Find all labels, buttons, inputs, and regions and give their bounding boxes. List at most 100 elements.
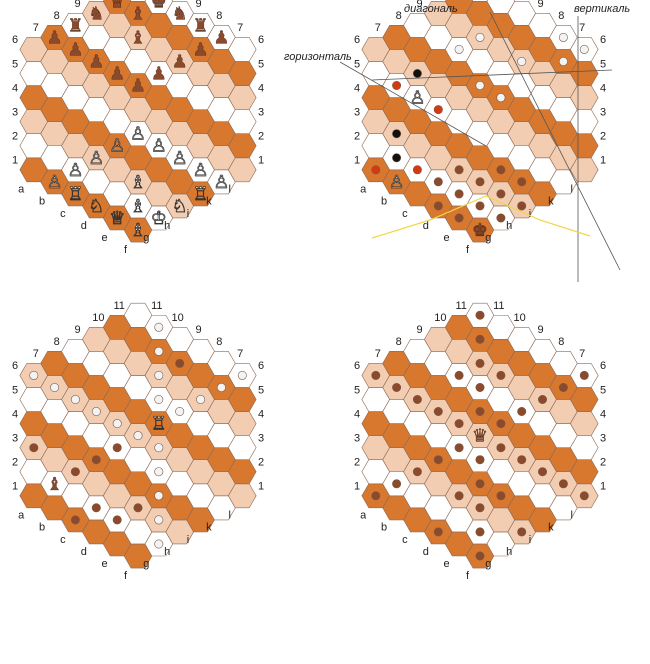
white-piece-i1: ♖ — [193, 184, 209, 205]
rank-label-right-1: 1 — [600, 155, 606, 167]
file-label-f: f — [466, 570, 470, 582]
file-label-h: h — [506, 546, 512, 558]
move-dot-c1 — [70, 515, 80, 525]
move-dot-c6 — [412, 69, 422, 79]
move-dot-g4 — [154, 467, 164, 477]
rank-label-right-9: 9 — [195, 324, 201, 336]
file-label-i: i — [529, 534, 531, 546]
rank-label-right-3: 3 — [600, 432, 606, 444]
move-dot-k6 — [216, 382, 226, 392]
move-dot-e8 — [454, 370, 464, 380]
move-dot-a6 — [371, 370, 381, 380]
white-piece-g1: ♔ — [151, 208, 167, 229]
white-piece-k1: ♙ — [213, 172, 229, 193]
black-piece-f7: ♟ — [130, 76, 146, 97]
horizontal-pointer — [339, 61, 487, 147]
black-piece-f1: ♚ — [472, 220, 488, 241]
rank-label-left-1: 1 — [354, 155, 360, 167]
move-dot-h1 — [517, 527, 527, 537]
move-dot-d5 — [433, 105, 443, 115]
white-piece-i2: ♙ — [193, 160, 209, 181]
move-dot-f10 — [475, 334, 485, 344]
move-dot-a1 — [371, 165, 381, 175]
white-piece-h3: ♙ — [172, 148, 188, 169]
rank-label-left-5: 5 — [354, 58, 360, 70]
rank-label-right-3: 3 — [258, 432, 264, 444]
file-label-d: d — [81, 546, 87, 558]
move-dot-b6 — [392, 382, 402, 392]
file-label-k: k — [206, 522, 212, 534]
rank-label-left-4: 4 — [12, 408, 18, 420]
rank-label-right-2: 2 — [258, 457, 264, 469]
white-piece-f5: ♙ — [130, 124, 146, 145]
move-dot-h6 — [517, 406, 527, 416]
horizontal-line — [371, 69, 613, 81]
move-dot-f4 — [475, 479, 485, 489]
move-dot-i3 — [537, 467, 547, 477]
rank-label-left-10: 10 — [92, 312, 104, 324]
file-label-e: e — [444, 558, 450, 570]
move-dot-g8 — [154, 370, 164, 380]
rank-label-left-2: 2 — [12, 457, 18, 469]
white-piece-d1: ♘ — [88, 196, 104, 217]
move-dot-g9 — [154, 346, 164, 356]
white-piece-b1: ♙ — [389, 172, 405, 193]
rank-label-right-2: 2 — [600, 457, 606, 469]
white-piece-e4: ♙ — [109, 136, 125, 157]
file-label-l: l — [228, 184, 230, 196]
file-label-b: b — [381, 522, 387, 534]
rank-label-right-9: 9 — [537, 0, 543, 10]
move-dot-k2 — [558, 479, 568, 489]
rank-label-left-1: 1 — [354, 481, 360, 493]
move-dot-g8 — [496, 370, 506, 380]
black-piece-g10: ♚ — [151, 0, 167, 12]
move-dot-e6 — [454, 419, 464, 429]
rank-label-left-6: 6 — [354, 34, 360, 46]
file-label-e: e — [102, 558, 108, 570]
move-dot-e1 — [454, 213, 464, 223]
rank-label-right-7: 7 — [237, 22, 243, 34]
move-dot-k6 — [558, 56, 568, 66]
white-piece-d3: ♙ — [88, 148, 104, 169]
rank-label-right-4: 4 — [258, 82, 264, 94]
file-label-h: h — [506, 220, 512, 232]
rank-label-right-9: 9 — [195, 0, 201, 10]
file-label-a: a — [18, 184, 25, 196]
black-piece-e10: ♛ — [109, 0, 125, 12]
move-dot-h4 — [517, 455, 527, 465]
rank-label-right-2: 2 — [600, 131, 606, 143]
rank-label-right-4: 4 — [600, 82, 606, 94]
rank-label-right-4: 4 — [600, 408, 606, 420]
move-dot-l6 — [579, 44, 589, 54]
rank-label-left-8: 8 — [396, 336, 402, 348]
move-dot-f1 — [475, 551, 485, 561]
move-dot-g3 — [496, 491, 506, 501]
move-dot-g5 — [496, 443, 506, 453]
white-piece-e1: ♕ — [109, 208, 125, 229]
rank-label-left-4: 4 — [12, 82, 18, 94]
move-dot-c3 — [70, 467, 80, 477]
file-label-c: c — [60, 208, 66, 220]
white-piece-c2: ♙ — [67, 160, 83, 181]
white-piece-g4: ♙ — [151, 136, 167, 157]
rank-label-left-1: 1 — [12, 155, 18, 167]
rank-label-right-5: 5 — [258, 58, 264, 70]
white-piece-f2: ♗ — [130, 196, 146, 217]
rank-label-left-4: 4 — [354, 408, 360, 420]
move-dot-f7 — [475, 406, 485, 416]
move-dot-b5 — [392, 81, 402, 91]
file-label-i: i — [187, 208, 189, 220]
rank-label-right-10: 10 — [171, 312, 183, 324]
move-dot-d1 — [433, 201, 443, 211]
rank-label-left-4: 4 — [354, 82, 360, 94]
move-dot-l6 — [237, 370, 247, 380]
move-dot-g2 — [496, 189, 506, 199]
file-label-f: f — [466, 244, 470, 256]
file-label-h: h — [164, 546, 170, 558]
move-dot-f3 — [475, 177, 485, 187]
move-dot-g3 — [496, 165, 506, 175]
white-piece-c1: ♖ — [67, 184, 83, 205]
rank-label-left-8: 8 — [54, 10, 60, 22]
